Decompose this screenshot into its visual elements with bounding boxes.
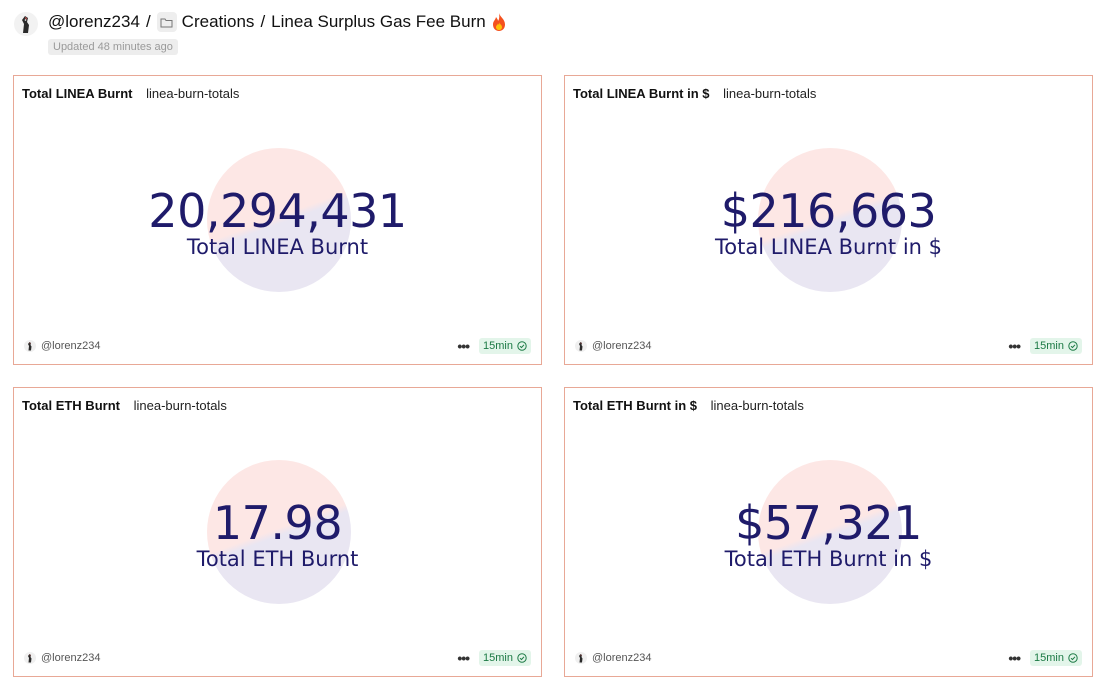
counter-visual: 20,294,431 Total LINEA Burnt xyxy=(14,76,541,364)
background-circle xyxy=(207,460,351,604)
updated-badge: Updated 48 minutes ago xyxy=(48,39,178,55)
widget-title: Total LINEA Burnt xyxy=(22,86,133,101)
more-options-icon[interactable]: ••• xyxy=(1008,650,1021,666)
author[interactable]: @lorenz234 xyxy=(575,338,651,354)
query-link[interactable]: linea-burn-totals xyxy=(133,398,227,413)
author[interactable]: @lorenz234 xyxy=(575,650,651,666)
counter-label: Total ETH Burnt xyxy=(196,547,359,571)
author-name: @lorenz234 xyxy=(592,340,652,352)
background-circle xyxy=(758,460,902,604)
author[interactable]: @lorenz234 xyxy=(24,650,100,666)
counter-label: Total LINEA Burnt xyxy=(186,235,369,259)
folder-icon xyxy=(156,12,177,32)
footer-actions: ••• 15min xyxy=(457,650,531,666)
refresh-badge[interactable]: 15min xyxy=(1030,650,1082,666)
footer-actions: ••• 15min xyxy=(457,338,531,354)
fire-icon xyxy=(490,12,508,32)
widget-card: Total ETH Burnt in $ linea-burn-totals $… xyxy=(564,387,1093,677)
author-avatar-icon xyxy=(575,340,587,352)
counter-visual: $216,663 Total LINEA Burnt in $ xyxy=(565,76,1092,364)
refresh-badge[interactable]: 15min xyxy=(1030,338,1082,354)
card-title: Total ETH Burnt linea-burn-totals xyxy=(22,398,227,414)
check-circle-icon xyxy=(1068,653,1078,663)
counter-label: Total ETH Burnt in $ xyxy=(724,547,933,571)
more-options-icon[interactable]: ••• xyxy=(457,338,470,354)
avatar[interactable] xyxy=(14,12,38,36)
widget-title: Total LINEA Burnt in $ xyxy=(573,86,710,101)
counter-value: $216,663 xyxy=(720,184,937,238)
card-title: Total LINEA Burnt linea-burn-totals xyxy=(22,86,239,102)
widget-card: Total ETH Burnt linea-burn-totals 17.98 … xyxy=(13,387,542,677)
background-circle xyxy=(207,148,351,292)
counter-visual: 17.98 Total ETH Burnt xyxy=(14,388,541,676)
footer-actions: ••• 15min xyxy=(1008,338,1082,354)
more-options-icon[interactable]: ••• xyxy=(1008,338,1021,354)
check-circle-icon xyxy=(1068,341,1078,351)
check-circle-icon xyxy=(517,341,527,351)
card-title: Total ETH Burnt in $ linea-burn-totals xyxy=(573,398,804,414)
refresh-interval: 15min xyxy=(483,652,513,664)
card-title: Total LINEA Burnt in $ linea-burn-totals xyxy=(573,86,816,102)
author-name: @lorenz234 xyxy=(41,340,101,352)
background-circle xyxy=(758,148,902,292)
widget-card: Total LINEA Burnt linea-burn-totals 20,2… xyxy=(13,75,542,365)
query-link[interactable]: linea-burn-totals xyxy=(146,86,240,101)
breadcrumb-folder[interactable]: Creations xyxy=(181,12,255,31)
check-circle-icon xyxy=(517,653,527,663)
widget-title: Total ETH Burnt in $ xyxy=(573,398,697,413)
author-avatar-icon xyxy=(24,340,36,352)
counter-value: 17.98 xyxy=(212,496,343,550)
refresh-interval: 15min xyxy=(1034,340,1064,352)
card-footer: @lorenz234 ••• 15min xyxy=(24,650,531,666)
counter-value: $57,321 xyxy=(735,496,922,550)
author[interactable]: @lorenz234 xyxy=(24,338,100,354)
refresh-badge[interactable]: 15min xyxy=(479,338,531,354)
author-avatar-icon xyxy=(24,652,36,664)
dashboard-title: Linea Surplus Gas Fee Burn xyxy=(271,12,486,31)
refresh-interval: 15min xyxy=(483,340,513,352)
refresh-badge[interactable]: 15min xyxy=(479,650,531,666)
author-avatar-icon xyxy=(575,652,587,664)
footer-actions: ••• 15min xyxy=(1008,650,1082,666)
query-link[interactable]: linea-burn-totals xyxy=(710,398,804,413)
widget-title: Total ETH Burnt xyxy=(22,398,120,413)
author-name: @lorenz234 xyxy=(592,652,652,664)
author-name: @lorenz234 xyxy=(41,652,101,664)
counter-value: 20,294,431 xyxy=(148,184,407,238)
card-footer: @lorenz234 ••• 15min xyxy=(24,338,531,354)
counter-label: Total LINEA Burnt in $ xyxy=(714,235,942,259)
more-options-icon[interactable]: ••• xyxy=(457,650,470,666)
card-footer: @lorenz234 ••• 15min xyxy=(575,650,1082,666)
breadcrumb-username[interactable]: @lorenz234 xyxy=(48,12,140,31)
widget-card: Total LINEA Burnt in $ linea-burn-totals… xyxy=(564,75,1093,365)
breadcrumb-separator: / xyxy=(260,12,266,31)
card-footer: @lorenz234 ••• 15min xyxy=(575,338,1082,354)
breadcrumb-separator: / xyxy=(145,12,151,31)
dashboard-header: @lorenz234 / Creations / Linea Surplus G… xyxy=(0,0,1106,70)
query-link[interactable]: linea-burn-totals xyxy=(723,86,817,101)
breadcrumb: @lorenz234 / Creations / Linea Surplus G… xyxy=(48,12,508,32)
refresh-interval: 15min xyxy=(1034,652,1064,664)
counter-visual: $57,321 Total ETH Burnt in $ xyxy=(565,388,1092,676)
